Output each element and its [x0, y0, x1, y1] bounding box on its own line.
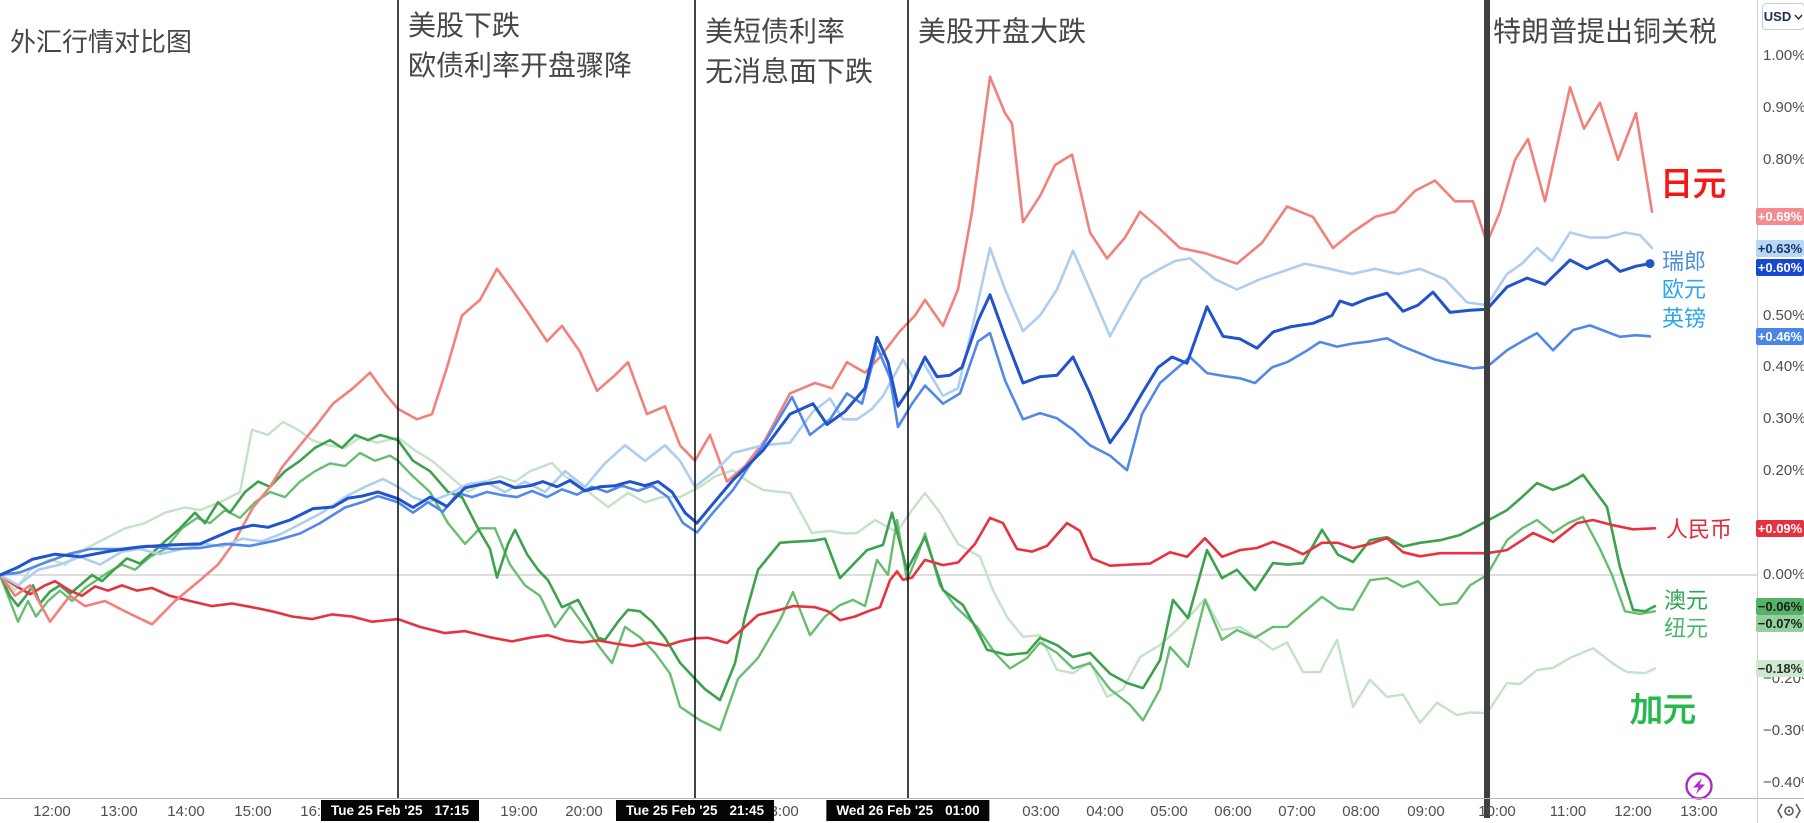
- last-value-badge-cad: −0.18%: [1756, 659, 1804, 677]
- price-axis-border: [1757, 0, 1758, 823]
- time-axis-label: 04:00: [1086, 803, 1124, 820]
- event-us-open-plunge: 美股开盘大跌: [918, 16, 1087, 47]
- series-label-jpy: 日元: [1660, 165, 1726, 202]
- time-axis-label: 05:00: [1150, 803, 1188, 820]
- event-us-stocks-fall: 美股下跌 欧债利率开盘骤降: [408, 10, 633, 81]
- time-axis-label: 10:00: [1478, 803, 1516, 820]
- price-axis-label: 0.30%: [1763, 410, 1804, 428]
- time-axis-label: 19:00: [500, 803, 538, 820]
- series-line-chf: [0, 231, 1654, 587]
- price-axis-label: 0.80%: [1763, 150, 1804, 168]
- series-line-cny: [0, 516, 1657, 648]
- series-label-nzd: 纽元: [1664, 616, 1709, 641]
- last-value-badge-aud: −0.06%: [1756, 597, 1804, 615]
- last-value-badge-eur: +0.60%: [1756, 258, 1804, 276]
- event-trump-copper-tariff: 特朗普提出铜关税: [1493, 16, 1718, 47]
- currency-unit-label: USD: [1763, 9, 1792, 24]
- time-axis-label: 06:00: [1214, 803, 1252, 820]
- price-axis-label: −0.40%: [1763, 773, 1804, 791]
- series-label-eur: 欧元: [1662, 277, 1707, 302]
- time-axis-label: 08:00: [1342, 803, 1380, 820]
- time-axis-label: 15:00: [234, 803, 272, 820]
- time-axis-date-badge: Wed 26 Feb '25 01:00: [826, 800, 990, 821]
- time-axis-border: [0, 798, 1804, 799]
- price-scale-settings-icon[interactable]: [1774, 800, 1804, 821]
- time-axis-label: 20:00: [565, 803, 603, 820]
- price-axis-label: 0.40%: [1763, 358, 1804, 376]
- price-axis-label: 1.00%: [1763, 47, 1804, 64]
- series-label-cny: 人民币: [1666, 517, 1733, 542]
- series-line-eur: [0, 258, 1652, 577]
- time-axis-date-badge: Tue 25 Feb '25 17:15: [320, 800, 480, 821]
- price-axis-label: −0.30%: [1763, 721, 1804, 739]
- event-us-short-rates: 美短债利率 无消息面下跌: [705, 16, 874, 87]
- time-axis-label: 13:00: [1680, 803, 1718, 820]
- last-value-badge-jpy: +0.69%: [1756, 208, 1804, 226]
- series-label-cad: 加元: [1630, 691, 1696, 728]
- series-label-gbp: 英镑: [1662, 306, 1707, 331]
- series-last-price-dot-eur: [1645, 259, 1655, 269]
- time-axis-label: 12:00: [33, 803, 71, 820]
- price-axis-label: 0.20%: [1763, 462, 1804, 480]
- chart-title: 外汇行情对比图: [10, 27, 193, 57]
- series-line-gbp: [0, 324, 1652, 577]
- time-axis-label: 13:00: [100, 803, 138, 820]
- series-label-chf: 瑞郎: [1662, 249, 1707, 274]
- price-axis-label: 0.90%: [1763, 98, 1804, 116]
- chevron-down-icon: [1794, 14, 1803, 20]
- time-axis-label: 03:00: [1022, 803, 1060, 820]
- flash-news-icon[interactable]: [1685, 772, 1713, 800]
- series-line-cad: [0, 420, 1657, 725]
- series-line-nzd: [0, 451, 1657, 732]
- last-value-badge-nzd: −0.07%: [1756, 614, 1804, 632]
- time-axis-label: 07:00: [1278, 803, 1316, 820]
- price-axis-label: 0.50%: [1763, 306, 1804, 324]
- currency-unit-selector[interactable]: USD: [1762, 3, 1804, 30]
- series-line-jpy: [0, 75, 1654, 626]
- series-line-aud: [0, 433, 1657, 702]
- time-axis-label: 09:00: [1407, 803, 1445, 820]
- last-value-badge-chf: +0.63%: [1756, 239, 1804, 257]
- time-axis-date-badge: Tue 25 Feb '25 21:45: [615, 800, 775, 821]
- last-value-badge-gbp: +0.46%: [1756, 327, 1804, 345]
- series-label-aud: 澳元: [1664, 588, 1709, 613]
- last-value-badge-cny: +0.09%: [1756, 519, 1804, 537]
- time-axis-label: 11:00: [1549, 803, 1587, 820]
- time-axis-label: 14:00: [167, 803, 205, 820]
- price-axis-label: 0.00%: [1763, 566, 1804, 583]
- time-axis-label: 12:00: [1614, 803, 1652, 820]
